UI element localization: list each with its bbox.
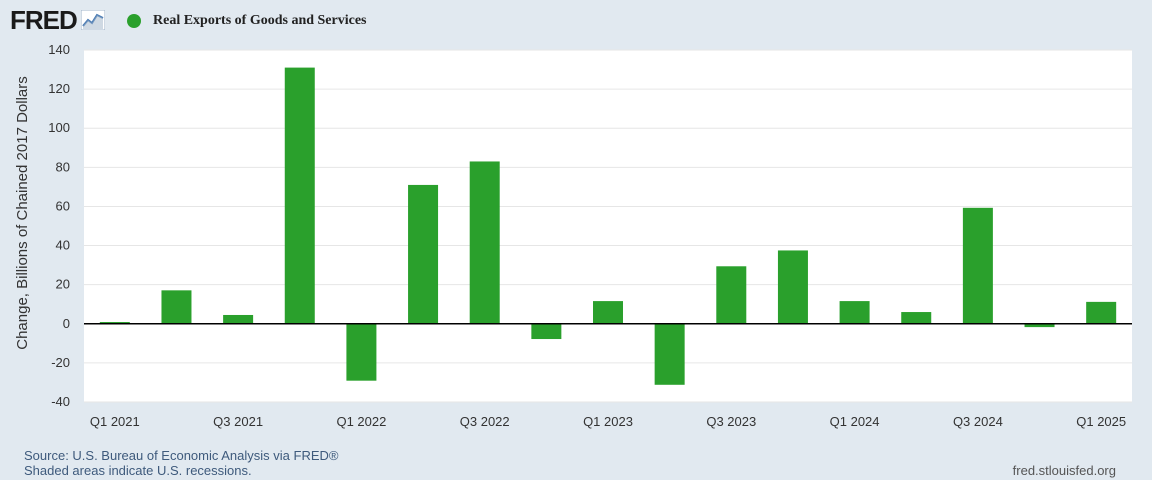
bar-q1-2025[interactable]: [1086, 301, 1117, 324]
x-tick-label: Q3 2024: [953, 414, 1003, 429]
x-tick-label: Q1 2025: [1076, 414, 1126, 429]
recession-note: Shaded areas indicate U.S. recessions.: [24, 463, 252, 478]
y-tick-label: 0: [63, 316, 70, 331]
bar-q2-2024[interactable]: [901, 312, 932, 324]
x-tick-label: Q1 2021: [90, 414, 140, 429]
bar-q2-2022[interactable]: [408, 184, 439, 324]
y-axis-ticks: -40 -20 0 20 40 60 80 100 120 140: [48, 42, 70, 409]
y-tick-label: 60: [56, 198, 70, 213]
chart-header: FRED Real Exports of Goods and Services: [0, 0, 1152, 40]
chart-legend: Real Exports of Goods and Services: [127, 11, 367, 31]
legend-swatch: [127, 14, 141, 28]
y-axis-title-group: Change, Billions of Chained 2017 Dollars: [14, 76, 31, 350]
x-tick-label: Q1 2024: [830, 414, 880, 429]
bar-q3-2023[interactable]: [716, 266, 747, 324]
x-tick-label: Q3 2022: [460, 414, 510, 429]
y-tick-label: 80: [56, 159, 70, 174]
bars: [99, 67, 1117, 385]
bar-q3-2021[interactable]: [223, 314, 254, 324]
y-tick-label: 20: [56, 277, 70, 292]
bar-q1-2023[interactable]: [593, 301, 623, 324]
bar-q3-2024[interactable]: [962, 207, 993, 324]
fred-logo-text: FRED: [10, 5, 78, 35]
fred-logo[interactable]: FRED: [10, 6, 105, 34]
y-tick-label: -20: [51, 355, 70, 370]
x-axis-ticks: Q1 2021 Q3 2021 Q1 2022 Q3 2022 Q1 2023 Q3 20…: [90, 414, 1126, 429]
y-tick-label: 140: [48, 42, 70, 57]
fred-logo-graph-icon: [80, 10, 105, 30]
site-link[interactable]: fred.stlouisfed.org: [1012, 463, 1116, 478]
y-axis-title: Change, Billions of Chained 2017 Dollars: [14, 76, 31, 350]
gridlines: [84, 49, 1132, 403]
bar-q3-2022[interactable]: [469, 161, 500, 324]
x-tick-label: Q3 2023: [706, 414, 756, 429]
x-tick-label: Q1 2023: [583, 414, 633, 429]
bar-q4-2022[interactable]: [531, 323, 562, 340]
bar-chart: Change, Billions of Chained 2017 Dollars…: [14, 42, 1132, 429]
y-tick-label: 100: [48, 120, 70, 135]
legend-label: Real Exports of Goods and Services: [153, 13, 367, 28]
bar-q2-2021[interactable]: [161, 290, 192, 324]
source-note[interactable]: Source: U.S. Bureau of Economic Analysis…: [24, 448, 339, 463]
bar-q1-2021[interactable]: [99, 322, 130, 324]
bar-q1-2024[interactable]: [839, 301, 870, 324]
y-tick-label: -40: [51, 394, 70, 409]
y-tick-label: 120: [48, 81, 70, 96]
bar-q4-2024[interactable]: [1024, 323, 1055, 328]
bar-q4-2023[interactable]: [777, 250, 808, 324]
y-tick-label: 40: [56, 238, 70, 253]
bar-q2-2023[interactable]: [654, 323, 685, 385]
plot-area: [84, 50, 1132, 402]
bar-q4-2021[interactable]: [284, 67, 315, 324]
x-tick-label: Q1 2022: [336, 414, 386, 429]
x-tick-label: Q3 2021: [213, 414, 263, 429]
bar-q1-2022[interactable]: [346, 323, 377, 381]
